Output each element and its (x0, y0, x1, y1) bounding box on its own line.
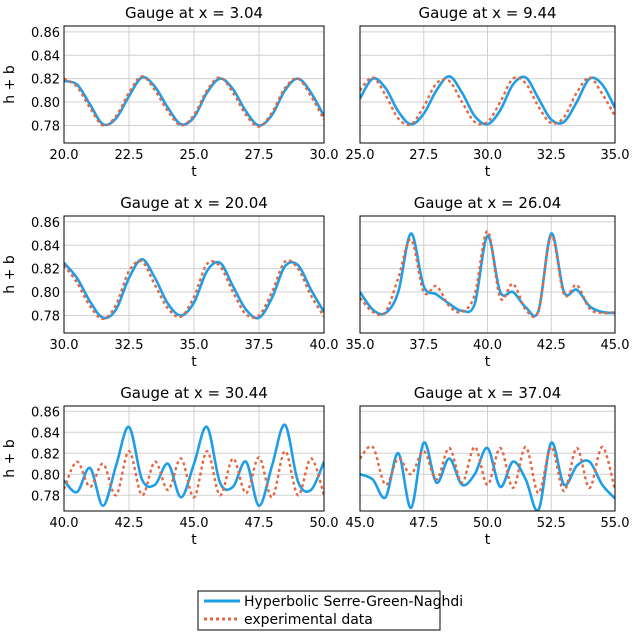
x-tick-label: 35.0 (346, 338, 375, 353)
x-tick-label: 42.5 (537, 338, 566, 353)
x-tick-label: 25.0 (346, 148, 375, 163)
x-tick-label: 37.5 (409, 338, 438, 353)
series-line-experiment (360, 76, 615, 127)
x-tick-label: 27.5 (245, 148, 274, 163)
x-axis-label: t (485, 354, 491, 370)
chart-title: Gauge at x = 20.04 (120, 194, 268, 212)
plot-frame (359, 405, 616, 512)
y-tick-label: 0.86 (31, 405, 60, 420)
x-tick-label: 32.5 (537, 148, 566, 163)
chart-title: Gauge at x = 30.44 (120, 384, 268, 402)
x-tick-label: 20.0 (50, 148, 79, 163)
x-tick-label: 40.0 (310, 338, 339, 353)
series-line-model (360, 75, 615, 126)
series-line-experiment (360, 230, 615, 319)
x-axis-label: t (485, 532, 491, 548)
y-tick-label: 0.80 (31, 286, 60, 301)
plot-frame (359, 215, 616, 334)
series-line-experiment (64, 449, 324, 499)
x-tick-label: 45.0 (180, 516, 209, 531)
legend-label-model: Hyperbolic Serre-Green-Naghdi (244, 594, 463, 610)
x-tick-label: 40.0 (473, 338, 502, 353)
y-tick-label: 0.84 (31, 49, 60, 64)
legend-box (197, 590, 441, 631)
x-tick-label: 30.0 (473, 148, 502, 163)
series-line-experiment (64, 75, 324, 128)
x-tick-label: 30.0 (310, 148, 339, 163)
x-axis-label: t (191, 354, 197, 370)
x-tick-label: 40.0 (50, 516, 79, 531)
y-tick-label: 0.78 (31, 309, 60, 324)
x-tick-label: 25.0 (180, 148, 209, 163)
y-tick-label: 0.84 (31, 239, 60, 254)
series-line-model (64, 257, 324, 320)
chart-panel-4: 35.0 37.5 40.0 42.5 45.0 Gauge at x = 26.04 t (346, 194, 630, 370)
x-tick-label: 50.0 (310, 516, 339, 531)
x-tick-label: 35.0 (180, 338, 209, 353)
legend-label-experiment: experimental data (244, 612, 373, 628)
series-line-experiment (360, 444, 615, 495)
x-tick-label: 45.0 (601, 338, 630, 353)
x-tick-label: 52.5 (537, 516, 566, 531)
chart-title: Gauge at x = 3.04 (125, 4, 263, 22)
x-axis-label: t (191, 532, 197, 548)
y-tick-label: 0.80 (31, 468, 60, 483)
x-axis-label: t (191, 164, 197, 180)
y-tick-label: 0.86 (31, 26, 60, 41)
x-tick-label: 45.0 (346, 516, 375, 531)
y-tick-label: 0.82 (31, 447, 60, 462)
y-tick-label: 0.82 (31, 263, 60, 278)
plot-frame (63, 405, 325, 512)
x-tick-label: 55.0 (601, 516, 630, 531)
series-line-model (360, 232, 615, 318)
series-line-model (360, 441, 615, 511)
x-tick-label: 47.5 (245, 516, 274, 531)
plot-frame (63, 215, 325, 334)
legend: Hyperbolic Serre-Green-Naghdi experiment… (197, 590, 463, 631)
series-line-model (64, 423, 324, 508)
chart-panel-2: 25.0 27.5 30.0 32.5 35.0 Gauge at x = 9.44 t (346, 4, 630, 180)
x-tick-label: 47.5 (409, 516, 438, 531)
y-tick-label: 0.80 (31, 96, 60, 111)
y-axis-label: h + b (2, 255, 18, 294)
chart-title: Gauge at x = 37.04 (414, 384, 562, 402)
y-tick-label: 0.86 (31, 216, 60, 231)
chart-panel-1: 20.0 22.5 25.0 27.5 30.0 0.78 0.80 0.82 0.84 0.86… (2, 4, 338, 180)
plot-frame (63, 25, 325, 144)
x-tick-label: 30.0 (50, 338, 79, 353)
y-tick-label: 0.78 (31, 119, 60, 134)
chart-title: Gauge at x = 26.04 (414, 194, 562, 212)
x-tick-label: 32.5 (115, 338, 144, 353)
plot-frame (359, 25, 616, 144)
x-tick-label: 22.5 (115, 148, 144, 163)
y-tick-label: 0.78 (31, 489, 60, 504)
y-tick-label: 0.82 (31, 73, 60, 88)
x-tick-label: 35.0 (601, 148, 630, 163)
chart-panel-5: 40.0 42.5 45.0 47.5 50.0 0.78 0.80 0.82 0.84 0.86… (2, 384, 338, 548)
x-tick-label: 42.5 (115, 516, 144, 531)
chart-panel-6: 45.0 47.5 50.0 52.5 55.0 Gauge at x = 37.04 t (346, 384, 630, 548)
series-line-experiment (64, 259, 324, 321)
x-axis-label: t (485, 164, 491, 180)
x-tick-label: 50.0 (473, 516, 502, 531)
x-tick-label: 37.5 (245, 338, 274, 353)
chart-panel-3: 30.0 32.5 35.0 37.5 40.0 0.78 0.80 0.82 0.84 0.86… (2, 194, 338, 370)
y-axis-label: h + b (2, 439, 18, 478)
x-tick-label: 27.5 (409, 148, 438, 163)
y-axis-label: h + b (2, 65, 18, 104)
y-tick-label: 0.84 (31, 426, 60, 441)
chart-title: Gauge at x = 9.44 (418, 4, 556, 22)
